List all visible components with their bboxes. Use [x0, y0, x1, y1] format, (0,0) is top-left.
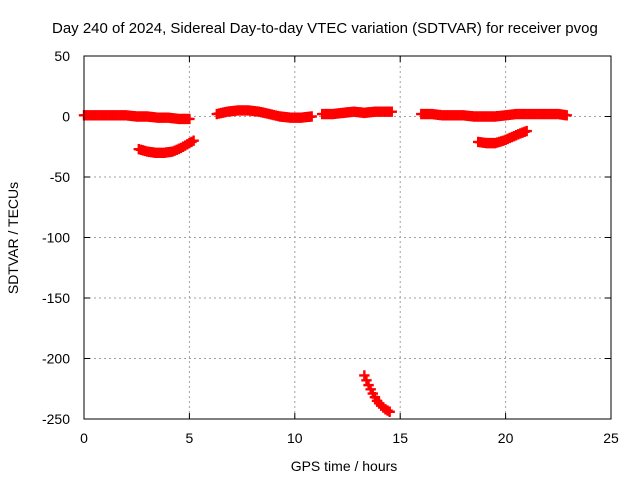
x-tick-label: 5: [186, 430, 194, 446]
y-tick-label: -50: [50, 169, 70, 185]
series-seg7: [472, 125, 532, 149]
data-point: [184, 113, 195, 125]
y-tick-label: 50: [54, 48, 70, 64]
data-point: [386, 106, 397, 117]
data-point: [384, 406, 395, 417]
y-tick-label: -200: [42, 351, 70, 367]
x-tick-label: 15: [392, 430, 408, 446]
y-tick-label: 0: [62, 109, 70, 125]
y-tick-label: -100: [42, 230, 70, 246]
x-tick-label: 10: [287, 430, 303, 446]
chart-title: Day 240 of 2024, Sidereal Day-to-day VTE…: [52, 20, 598, 37]
y-tick-label: -250: [42, 411, 70, 427]
data-point: [188, 135, 199, 146]
series-seg3: [211, 105, 317, 123]
x-tick-label: 25: [603, 430, 619, 446]
series-seg1: [78, 110, 195, 125]
x-axis-label: GPS time / hours: [291, 458, 398, 474]
y-tick-label: -150: [42, 290, 70, 306]
series-seg4: [317, 106, 397, 120]
data-points: [78, 105, 572, 417]
y-axis-label: SDTVAR / TECUs: [5, 182, 21, 294]
data-point: [521, 125, 532, 137]
series-seg5: [359, 370, 395, 417]
x-tick-label: 0: [80, 430, 88, 446]
series-seg2: [133, 135, 199, 158]
data-point: [306, 111, 317, 122]
data-point: [561, 110, 572, 121]
x-tick-label: 20: [498, 430, 514, 446]
axis-ticks: 0 5 10 15 20 25 50 0 -50 -100 -150 -200 -250: [42, 48, 619, 446]
series-seg6: [416, 108, 572, 122]
plot-frame: [83, 55, 612, 420]
